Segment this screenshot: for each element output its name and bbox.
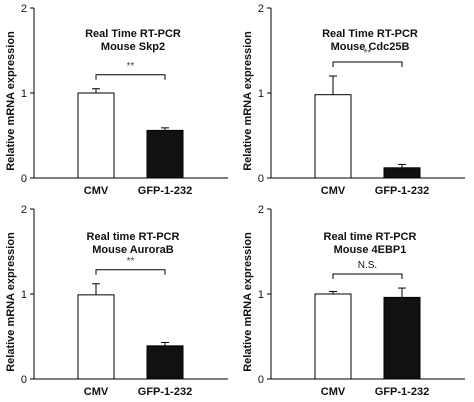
chart-title-line-2: Mouse AuroraB	[92, 244, 174, 256]
chart-title: Real time RT-PCR Mouse AuroraB	[58, 231, 208, 257]
bar-cmv	[77, 294, 115, 380]
bar-gfp-1-232	[383, 296, 421, 380]
bar-cmv	[314, 94, 352, 179]
chart-plot: 0 1 2 CMV GFP-1-232	[258, 204, 465, 398]
x-category-label: CMV	[321, 386, 346, 398]
x-category-label: GFP-1-232	[138, 185, 192, 197]
significance-label: **	[126, 60, 135, 72]
chart-title: Real Time RT-PCR Mouse Skp2	[58, 28, 208, 54]
chart-panel-skp2: Relative mRNA expression Real Time RT-PC…	[0, 0, 237, 201]
y-tick-label: 0	[258, 374, 264, 386]
chart-panel-cdc25b: Relative mRNA expression Real Time RT-PC…	[237, 0, 474, 201]
significance-bracket	[95, 74, 166, 80]
chart-panel-aurorab: Relative mRNA expression Real time RT-PC…	[0, 201, 237, 402]
chart-plot: 0 1 2 CMV GFP-1-232	[258, 3, 465, 197]
y-tick-label: 1	[21, 289, 27, 301]
x-category-label: GFP-1-232	[375, 386, 429, 398]
chart-title-line-2: Mouse Cdc25B	[330, 41, 410, 53]
x-category-label: GFP-1-232	[375, 185, 429, 197]
chart-title: Real Time RT-PCR Mouse Cdc25B	[295, 28, 445, 54]
chart-panel-4ebp1: Relative mRNA expression Real time RT-PC…	[237, 201, 474, 402]
chart-plot: 0 1 2 CMV GFP-1-232	[21, 204, 228, 398]
y-tick-label: 0	[21, 374, 27, 386]
x-category-label: CMV	[84, 386, 109, 398]
y-tick-label: 0	[21, 173, 27, 185]
x-category-label: GFP-1-232	[138, 386, 192, 398]
bar-gfp-1-232	[383, 167, 421, 179]
chart-title-line-2: Mouse Skp2	[100, 41, 166, 53]
significance-bracket	[95, 269, 166, 275]
chart-title-line-1: Real time RT-PCR	[323, 231, 417, 243]
significance-label: **	[126, 255, 135, 267]
significance-bracket	[332, 273, 403, 280]
y-tick-label: 1	[21, 88, 27, 100]
bar-gfp-1-232	[146, 345, 184, 380]
significance-label: **	[363, 48, 372, 59]
y-tick-label: 2	[21, 3, 27, 15]
chart-title-line-1: Real Time RT-PCR	[85, 28, 181, 40]
y-tick-label: 1	[258, 289, 264, 301]
significance-label: N.S.	[357, 260, 378, 272]
y-tick-label: 0	[258, 173, 264, 185]
bar-gfp-1-232	[146, 129, 184, 179]
x-category-label: CMV	[321, 185, 346, 197]
chart-title: Real time RT-PCR Mouse 4EBP1	[295, 231, 445, 257]
y-tick-label: 2	[258, 3, 264, 15]
y-tick-label: 2	[21, 204, 27, 216]
chart-title-line-2: Mouse 4EBP1	[333, 244, 407, 256]
bar-cmv	[77, 92, 115, 179]
y-tick-label: 1	[258, 88, 264, 100]
chart-title-line-1: Real Time RT-PCR	[322, 28, 418, 40]
x-category-label: CMV	[84, 185, 109, 197]
significance-bracket	[332, 61, 403, 67]
chart-plot: 0 1 2 CMV GFP-1-232	[21, 3, 228, 197]
y-tick-label: 2	[258, 204, 264, 216]
chart-title-line-1: Real time RT-PCR	[86, 231, 180, 243]
bar-cmv	[314, 293, 352, 380]
